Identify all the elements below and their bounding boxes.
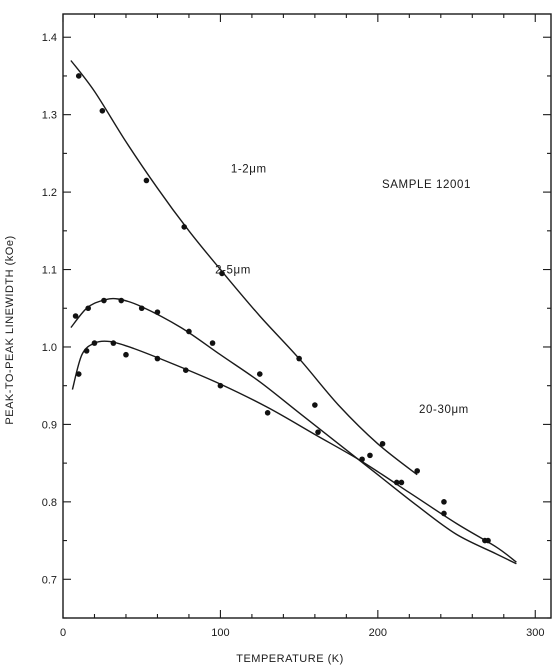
- data-point-series-3: [83, 348, 90, 354]
- data-point-series-2: [154, 309, 161, 315]
- series-curves: [70, 60, 517, 565]
- series-label-2: 2-5μm: [215, 264, 251, 276]
- data-point-series-1: [99, 107, 106, 114]
- data-point-series-2: [72, 313, 79, 319]
- data-point-series-3: [393, 479, 400, 486]
- data-point-series-2: [209, 340, 216, 346]
- y-tick-label: 1.3: [42, 110, 57, 122]
- data-point-series-2: [398, 479, 405, 486]
- data-point-series-2: [186, 328, 192, 335]
- series-curve-1: [70, 60, 418, 476]
- series-curve-2: [70, 297, 517, 565]
- x-tick-label: 300: [526, 627, 544, 639]
- sample-annotation: SAMPLE 12001: [382, 179, 471, 191]
- data-point-series-2: [118, 297, 125, 304]
- x-axis-title: TEMPERATURE (K): [236, 653, 344, 665]
- data-point-series-1: [143, 177, 150, 184]
- data-point-series-3: [485, 537, 491, 544]
- data-point-series-2: [312, 402, 318, 408]
- data-point-series-3: [264, 409, 271, 416]
- plot-frame: [62, 13, 552, 619]
- y-tick-label: 0.7: [42, 574, 57, 586]
- data-point-series-2: [138, 305, 145, 312]
- data-point-series-2: [85, 305, 91, 312]
- data-point-series-3: [75, 371, 82, 377]
- series-label-1: 1-2μm: [231, 164, 267, 176]
- data-point-series-2: [367, 452, 373, 459]
- data-point-series-3: [110, 340, 117, 346]
- y-tick-label: 0.9: [42, 419, 57, 431]
- data-point-series-2: [101, 297, 107, 304]
- y-axis-title: PEAK-TO-PEAK LINEWIDTH (kOe): [4, 235, 16, 424]
- data-point-series-3: [217, 382, 224, 389]
- data-point-series-1: [414, 468, 420, 474]
- data-point-series-1: [75, 73, 82, 79]
- data-point-series-3: [123, 351, 129, 358]
- data-point-series-3: [182, 367, 189, 374]
- series-curve-3: [71, 340, 517, 563]
- y-tick-label: 1.1: [42, 265, 57, 277]
- data-point-series-3: [441, 510, 447, 517]
- data-point-series-3: [359, 456, 365, 463]
- data-point-series-3: [154, 355, 161, 362]
- x-tick-label: 100: [211, 627, 229, 639]
- data-point-series-1: [219, 270, 225, 277]
- y-tick-label: 1.4: [42, 32, 57, 44]
- y-tick-label: 1.2: [42, 187, 57, 199]
- data-point-series-3: [315, 429, 321, 435]
- y-tick-label: 0.8: [42, 497, 57, 509]
- data-point-series-1: [296, 355, 302, 362]
- data-point-series-3: [91, 340, 98, 346]
- axis-ticks: [62, 14, 551, 619]
- data-point-series-2: [441, 499, 447, 505]
- data-point-series-1: [181, 224, 188, 230]
- data-point-series-2: [256, 371, 263, 377]
- x-tick-label: 200: [369, 627, 387, 639]
- axis-tick-labels: 0 100 200 300 0.7 0.8 0.9 1.0 1.1 1.2 1.3 1.4: [42, 32, 545, 639]
- series-labels: 1-2μm 2-5μm 20-30μm: [215, 164, 469, 416]
- x-tick-label: 0: [60, 627, 66, 639]
- series-label-3: 20-30μm: [419, 404, 469, 416]
- series-points: [72, 73, 491, 544]
- y-tick-label: 1.0: [42, 342, 57, 354]
- data-point-series-1: [379, 440, 386, 447]
